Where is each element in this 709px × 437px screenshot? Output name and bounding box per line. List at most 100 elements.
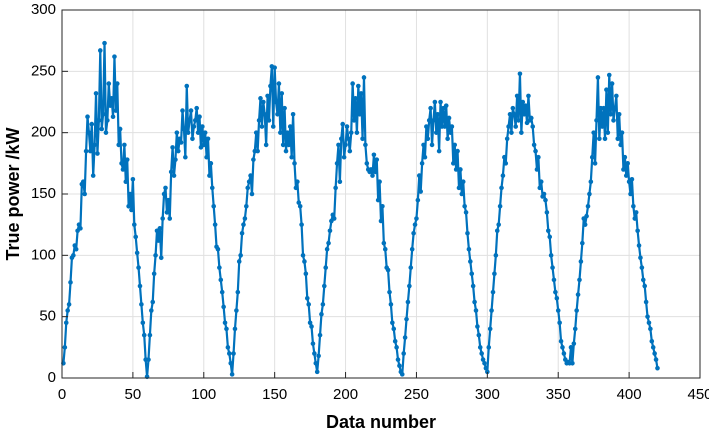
data-point xyxy=(306,302,311,307)
data-point xyxy=(314,369,320,375)
data-point xyxy=(537,185,543,191)
data-point xyxy=(89,121,95,127)
data-point xyxy=(147,332,153,338)
data-point xyxy=(477,345,483,350)
data-point xyxy=(105,118,110,123)
data-point xyxy=(648,326,653,332)
data-point xyxy=(418,189,423,194)
data-point xyxy=(479,351,484,356)
data-point xyxy=(346,136,351,142)
data-point xyxy=(485,369,490,375)
data-point xyxy=(541,191,547,197)
data-point xyxy=(197,114,202,120)
data-point xyxy=(130,176,136,182)
data-point xyxy=(519,130,524,135)
data-point xyxy=(405,299,411,305)
data-point xyxy=(278,130,283,135)
data-point xyxy=(246,179,252,185)
data-point xyxy=(109,96,114,101)
data-point xyxy=(575,292,581,297)
data-point xyxy=(221,304,226,310)
data-point xyxy=(251,157,256,162)
data-point xyxy=(262,111,268,117)
y-tick-label: 300 xyxy=(31,1,56,18)
data-point xyxy=(303,271,309,277)
data-point xyxy=(134,250,140,256)
data-point xyxy=(489,308,494,313)
data-point xyxy=(371,152,377,158)
data-point xyxy=(506,124,511,129)
data-point xyxy=(397,363,402,369)
data-point xyxy=(466,246,472,252)
data-point xyxy=(553,289,558,295)
data-point xyxy=(309,324,314,329)
data-point xyxy=(357,111,363,117)
data-point xyxy=(530,124,536,129)
data-point xyxy=(414,216,419,221)
data-point xyxy=(408,265,414,270)
data-point xyxy=(639,265,645,270)
data-point xyxy=(374,157,380,162)
data-point xyxy=(341,154,347,160)
data-point xyxy=(463,210,469,215)
data-point xyxy=(591,130,596,135)
data-point xyxy=(239,230,245,236)
data-point xyxy=(266,118,272,123)
data-point xyxy=(285,130,290,135)
data-point xyxy=(293,185,299,191)
data-point xyxy=(493,253,499,258)
data-point xyxy=(460,179,466,185)
data-point xyxy=(507,111,513,117)
x-tick-label: 150 xyxy=(262,386,287,403)
data-point xyxy=(638,255,643,261)
data-point xyxy=(276,81,282,86)
data-point xyxy=(606,72,612,78)
data-point xyxy=(655,365,660,371)
data-point xyxy=(445,136,450,142)
data-point xyxy=(399,372,405,377)
data-point xyxy=(200,124,205,129)
data-point xyxy=(86,130,92,135)
data-point xyxy=(388,302,394,307)
data-point xyxy=(642,283,648,289)
data-point xyxy=(88,148,93,154)
data-point xyxy=(538,179,544,185)
data-point xyxy=(185,130,191,135)
data-point xyxy=(545,228,551,234)
data-point xyxy=(302,259,307,264)
ticks: 0 50 100 150 200 250 300 350 400 450 0 50 100 150 200 2… xyxy=(31,1,709,403)
data-point xyxy=(429,142,435,148)
data-point xyxy=(150,299,156,305)
data-point xyxy=(513,124,518,129)
data-point xyxy=(462,203,467,209)
data-point xyxy=(458,167,463,172)
data-point xyxy=(394,345,399,350)
data-point xyxy=(95,151,100,156)
data-point xyxy=(242,216,248,221)
data-point xyxy=(578,259,584,264)
data-point xyxy=(504,136,510,142)
data-point xyxy=(340,121,346,127)
data-point xyxy=(256,118,262,123)
data-point xyxy=(544,210,550,215)
data-point xyxy=(469,271,475,277)
data-point xyxy=(72,243,78,248)
data-point xyxy=(592,161,598,166)
data-point xyxy=(640,277,646,283)
data-point xyxy=(431,118,436,123)
data-point xyxy=(191,124,197,129)
data-point xyxy=(339,136,344,142)
data-point xyxy=(428,105,433,111)
data-point xyxy=(229,372,235,377)
data-point xyxy=(120,167,126,172)
data-point xyxy=(136,265,141,270)
data-point xyxy=(333,185,338,191)
data-point xyxy=(361,75,367,80)
data-point xyxy=(551,277,557,283)
data-point xyxy=(438,99,443,105)
data-point xyxy=(419,161,425,166)
data-point xyxy=(140,320,146,326)
